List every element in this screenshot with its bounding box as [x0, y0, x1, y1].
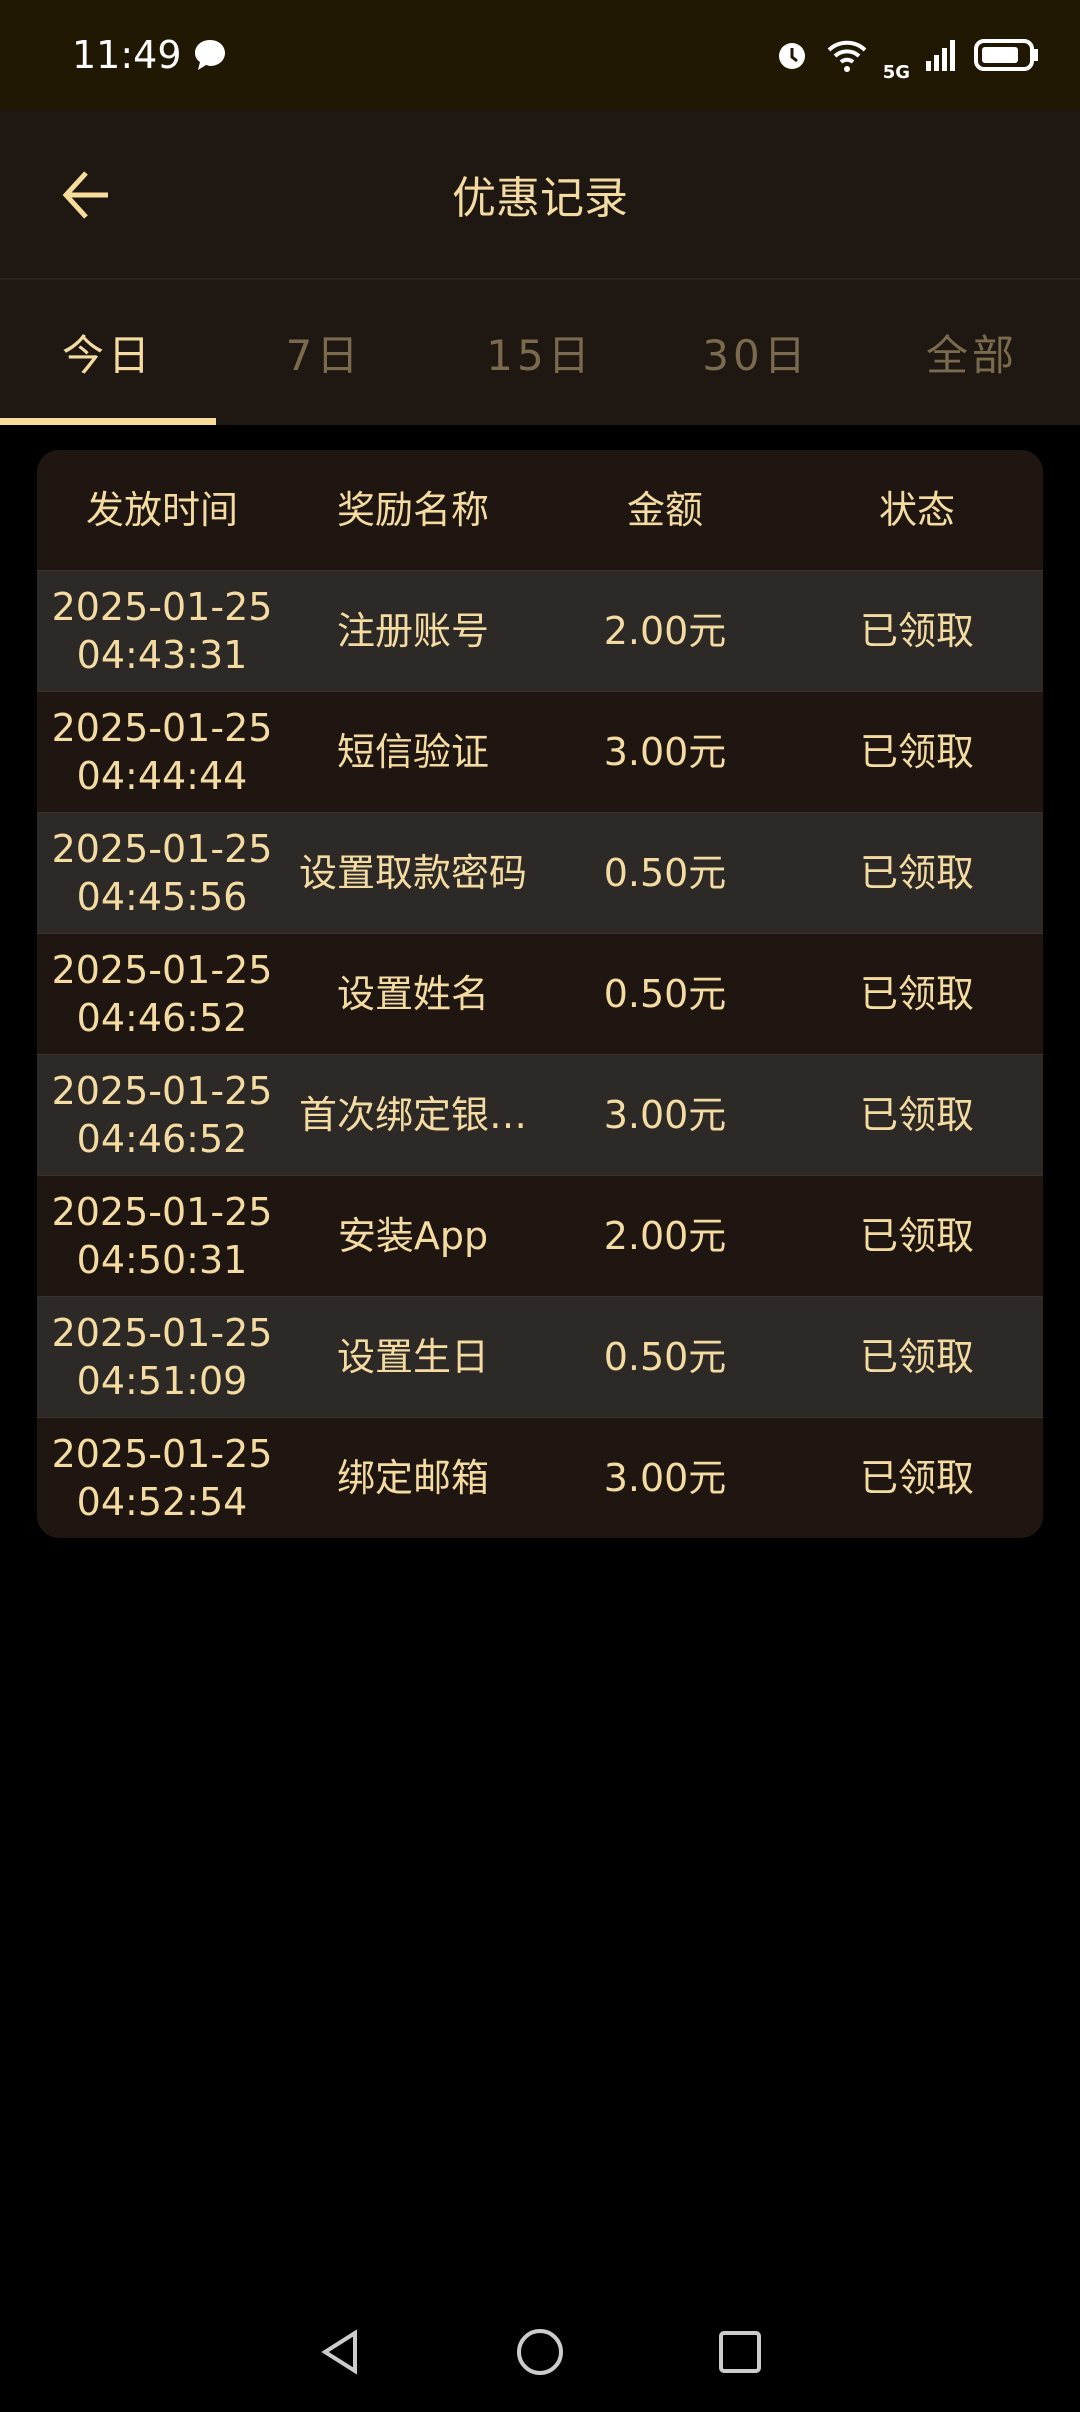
reward-amount: 3.00元	[603, 730, 727, 774]
column-header-time: 发放时间	[85, 488, 238, 532]
reward-name: 设置取款密码	[298, 851, 527, 895]
system-nav-bar	[0, 2292, 1080, 2412]
signal-icon	[926, 40, 955, 71]
wifi-icon	[827, 40, 867, 72]
reward-name: 安装App	[337, 1214, 489, 1258]
reward-name: 短信验证	[336, 730, 489, 774]
issue-date: 2025-01-25	[51, 827, 273, 871]
issue-time: 2025-01-25 04:50:31	[37, 1188, 287, 1284]
status-bar: 11:49 5G	[0, 0, 1080, 110]
column-header-amount: 金额	[626, 488, 703, 532]
tab-all[interactable]: 全部	[925, 331, 1018, 380]
page-title: 优惠记录	[452, 173, 628, 224]
issue-clock: 04:50:31	[76, 1238, 248, 1282]
issue-clock: 04:43:31	[76, 633, 248, 677]
nav-home-icon[interactable]	[515, 2327, 565, 2377]
nav-back-icon[interactable]	[315, 2327, 365, 2377]
issue-date: 2025-01-25	[51, 706, 273, 750]
reward-status: 已领取	[859, 972, 974, 1016]
reward-amount: 0.50元	[603, 1335, 727, 1379]
reward-status: 已领取	[859, 609, 974, 653]
reward-status: 已领取	[859, 1456, 974, 1500]
network-label: 5G	[882, 61, 910, 83]
issue-clock: 04:45:56	[76, 875, 248, 919]
status-time: 11:49	[72, 33, 182, 77]
reward-name: 设置生日	[336, 1335, 489, 1379]
app-header: 优惠记录	[0, 110, 1080, 280]
reward-status: 已领取	[859, 1214, 974, 1258]
reward-name: 注册账号	[336, 609, 489, 653]
reward-status: 已领取	[859, 1335, 974, 1379]
column-header-name: 奖励名称	[336, 488, 489, 532]
issue-clock: 04:52:54	[76, 1480, 248, 1524]
reward-amount: 2.00元	[603, 1214, 727, 1258]
issue-time: 2025-01-25 04:46:52	[37, 1067, 287, 1163]
issue-clock: 04:46:52	[76, 1117, 248, 1161]
reward-name: 首次绑定银…	[298, 1093, 527, 1137]
table-row: 2025-01-25 04:44:44 短信验证 3.00元 已领取	[37, 691, 1043, 812]
issue-time: 2025-01-25 04:43:31	[37, 583, 287, 679]
table-row: 2025-01-25 04:45:56 设置取款密码 0.50元 已领取	[37, 812, 1043, 933]
issue-time: 2025-01-25 04:45:56	[37, 825, 287, 921]
table-row: 2025-01-25 04:52:54 绑定邮箱 3.00元 已领取	[37, 1417, 1043, 1538]
tab-15-days[interactable]: 15日	[486, 331, 594, 380]
issue-date: 2025-01-25	[51, 1190, 273, 1234]
issue-date: 2025-01-25	[51, 585, 273, 629]
battery-icon	[974, 39, 1038, 71]
column-header-status: 状态	[878, 488, 955, 532]
issue-clock: 04:44:44	[76, 754, 248, 798]
issue-date: 2025-01-25	[51, 1432, 273, 1476]
message-icon	[194, 40, 225, 70]
reward-status: 已领取	[859, 730, 974, 774]
table-row: 2025-01-25 04:43:31 注册账号 2.00元 已领取	[37, 570, 1043, 691]
records-table: 发放时间 奖励名称 金额 状态 2025-01-25 04:43:31 注册账号 …	[37, 450, 1043, 1538]
issue-date: 2025-01-25	[51, 1311, 273, 1355]
date-filter-tabs: 今日 7日 15日 30日 全部	[0, 280, 1080, 425]
reward-amount: 2.00元	[603, 609, 727, 653]
reward-name: 绑定邮箱	[336, 1456, 489, 1500]
issue-time: 2025-01-25 04:51:09	[37, 1309, 287, 1405]
reward-amount: 0.50元	[603, 972, 727, 1016]
tab-today[interactable]: 今日	[0, 280, 216, 425]
issue-time: 2025-01-25 04:52:54	[37, 1430, 287, 1526]
table-header: 发放时间 奖励名称 金额 状态	[37, 450, 1043, 570]
tab-7-days[interactable]: 7日	[285, 331, 363, 380]
table-row: 2025-01-25 04:46:52 首次绑定银… 3.00元 已领取	[37, 1054, 1043, 1175]
issue-date: 2025-01-25	[51, 948, 273, 992]
reward-name: 设置姓名	[336, 972, 489, 1016]
issue-clock: 04:46:52	[76, 996, 248, 1040]
reward-amount: 3.00元	[603, 1456, 727, 1500]
nav-recents-icon[interactable]	[715, 2327, 765, 2377]
issue-time: 2025-01-25 04:44:44	[37, 704, 287, 800]
table-row: 2025-01-25 04:46:52 设置姓名 0.50元 已领取	[37, 933, 1043, 1054]
table-row: 2025-01-25 04:51:09 设置生日 0.50元 已领取	[37, 1296, 1043, 1417]
table-row: 2025-01-25 04:50:31 安装App 2.00元 已领取	[37, 1175, 1043, 1296]
reward-amount: 0.50元	[603, 851, 727, 895]
alarm-icon	[778, 43, 805, 69]
reward-amount: 3.00元	[603, 1093, 727, 1137]
reward-status: 已领取	[859, 1093, 974, 1137]
tab-30-days[interactable]: 30日	[702, 331, 810, 380]
back-arrow-icon[interactable]	[56, 165, 116, 225]
reward-status: 已领取	[859, 851, 974, 895]
issue-clock: 04:51:09	[76, 1359, 248, 1403]
issue-date: 2025-01-25	[51, 1069, 273, 1113]
issue-time: 2025-01-25 04:46:52	[37, 946, 287, 1042]
